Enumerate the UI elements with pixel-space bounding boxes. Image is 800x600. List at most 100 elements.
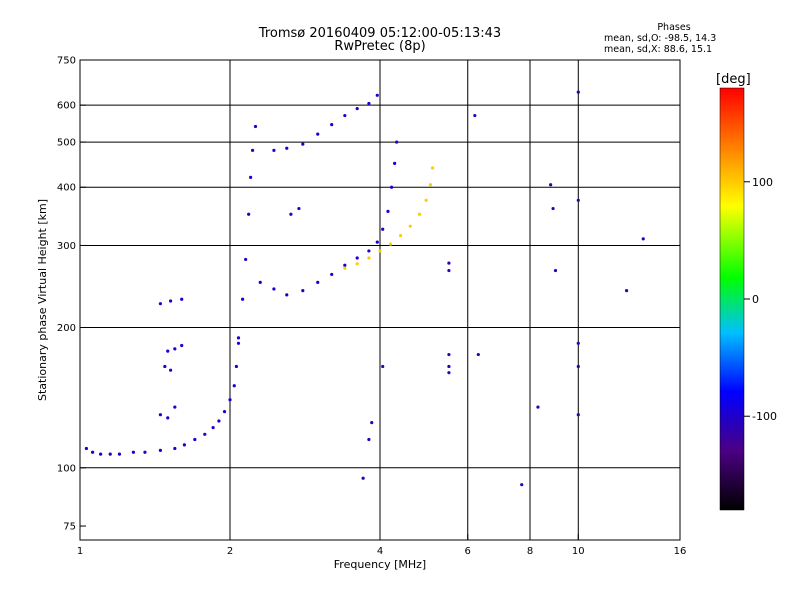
data-point: [343, 113, 347, 118]
chart-title-line2: RwPretec (8p): [334, 39, 426, 54]
data-point: [247, 212, 251, 216]
data-point: [316, 132, 320, 136]
data-point: [236, 336, 241, 340]
data-point: [476, 352, 480, 357]
x-tick-label: 4: [377, 546, 383, 557]
phases-legend: Phases mean, sd,O: -98.5, 14.3 mean, sd,…: [604, 22, 744, 55]
data-point: [301, 142, 305, 146]
data-point: [388, 242, 393, 246]
data-point: [576, 90, 580, 94]
data-point: [285, 146, 289, 150]
data-point: [272, 148, 276, 152]
data-point: [576, 413, 580, 417]
colorbar-tick-label: 0: [752, 293, 759, 306]
data-point: [576, 198, 580, 202]
data-point: [395, 140, 399, 144]
data-point: [355, 262, 359, 266]
data-point: [375, 93, 379, 97]
data-point: [520, 483, 524, 487]
data-point: [473, 113, 477, 118]
x-tick-label: 16: [674, 546, 687, 557]
data-point: [91, 450, 95, 454]
data-point: [576, 341, 580, 345]
data-point: [217, 419, 221, 423]
data-point: [249, 175, 253, 179]
data-point: [381, 227, 385, 231]
colorbar-ticks: 100 0 -100: [744, 176, 777, 423]
x-tick-label: 8: [527, 546, 533, 557]
data-point: [551, 206, 555, 211]
data-point: [641, 237, 645, 241]
y-tick-label: 400: [57, 183, 76, 194]
data-point: [447, 268, 451, 273]
data-point: [289, 212, 293, 216]
data-point: [158, 302, 163, 306]
data-point: [316, 280, 320, 284]
data-point: [117, 452, 122, 456]
data-point: [182, 443, 186, 447]
data-point: [173, 347, 177, 351]
data-point: [367, 101, 371, 106]
x-axis-label: Frequency [MHz]: [334, 558, 426, 571]
data-point: [330, 123, 334, 127]
data-point: [241, 297, 245, 301]
data-point: [549, 183, 553, 187]
data-point: [447, 371, 451, 375]
data-point: [355, 256, 359, 260]
data-point: [108, 452, 112, 456]
data-point: [624, 289, 629, 293]
colorbar: [719, 87, 745, 511]
data-point: [253, 124, 258, 129]
data-point: [343, 266, 347, 270]
y-tick-label: 200: [57, 323, 76, 334]
data-point: [169, 368, 173, 372]
data-point: [375, 240, 379, 244]
data-point: [343, 263, 347, 267]
data-point: [386, 209, 390, 213]
axis-ticks: 1 2 4 6 8 10 16 75 100 200 300 400 500 600 750: [57, 56, 686, 558]
data-point: [99, 452, 103, 456]
data-point: [301, 289, 305, 293]
data-point: [381, 364, 385, 369]
x-tick-label: 10: [572, 546, 585, 557]
data-point: [232, 384, 236, 388]
data-point: [370, 421, 374, 425]
data-point: [285, 293, 289, 297]
data-point: [234, 364, 238, 369]
data-point: [355, 106, 359, 111]
data-point: [222, 410, 227, 414]
y-axis-label: Stationary phase Virtual Height [km]: [36, 199, 49, 401]
data-point: [367, 437, 371, 442]
phases-header: Phases: [657, 22, 691, 33]
data-point: [158, 413, 163, 417]
data-point: [389, 185, 394, 189]
data-point: [244, 257, 248, 262]
data-point: [173, 446, 177, 451]
data-point: [163, 364, 167, 369]
data-point: [158, 448, 163, 452]
colorbar-label: [deg]: [716, 72, 751, 87]
data-point: [250, 148, 255, 152]
data-point: [297, 206, 301, 211]
data-point: [258, 280, 262, 284]
data-point: [193, 437, 197, 442]
data-point: [143, 450, 147, 454]
data-point: [330, 272, 334, 277]
colorbar-tick-label: 100: [752, 176, 773, 189]
data-point: [203, 432, 207, 436]
data-point: [378, 249, 382, 253]
data-point: [166, 416, 170, 420]
data-point: [236, 341, 241, 345]
colorbar-tick-label: -100: [752, 410, 777, 423]
phases-x-mean-sd: mean, sd,X: 88.6, 15.1: [604, 44, 713, 55]
data-point: [428, 183, 433, 187]
y-tick-label: 600: [57, 101, 76, 112]
data-point: [180, 343, 184, 348]
data-point: [166, 349, 170, 353]
data-point: [211, 425, 215, 430]
data-points: [84, 90, 645, 487]
y-tick-label: 300: [57, 241, 76, 252]
y-tick-label: 750: [57, 56, 76, 67]
data-point: [447, 352, 451, 357]
